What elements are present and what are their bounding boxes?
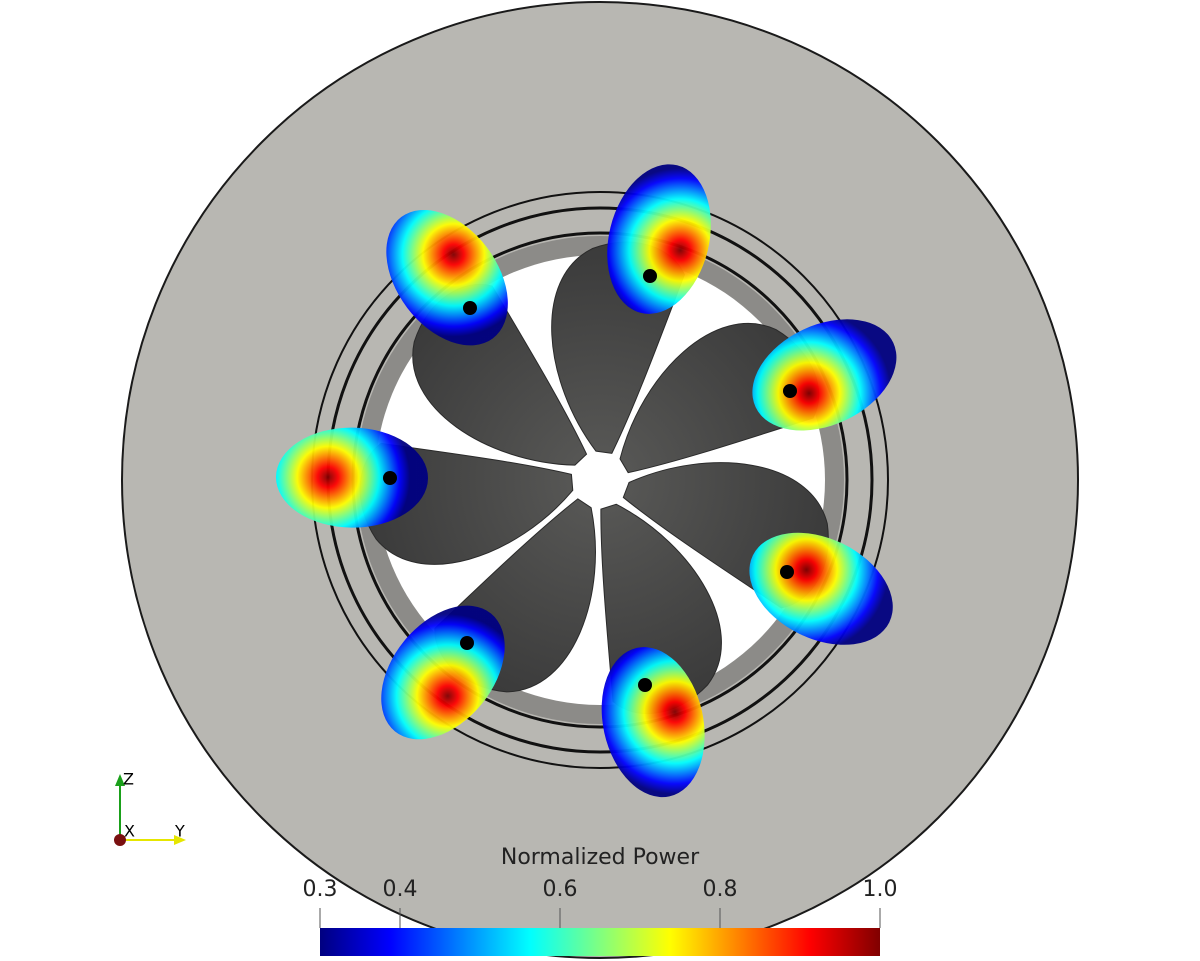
triad-x-label: X	[124, 822, 135, 841]
colorbar-tick-label: 0.6	[543, 877, 578, 902]
colorbar-tick-label: 0.8	[703, 877, 738, 902]
axes-triad: Z X Y	[114, 770, 186, 846]
power-lobes	[276, 164, 897, 798]
colorbar-tick-label: 0.4	[383, 877, 418, 902]
colorbar-tick-label: 1.0	[863, 877, 898, 902]
power-lobe	[601, 647, 705, 798]
power-lobe	[752, 319, 897, 431]
triad-z-label: Z	[123, 770, 134, 789]
source-point	[460, 636, 474, 650]
source-point	[780, 565, 794, 579]
colorbar-ticks: 0.3 0.4 0.6 0.8 1.0	[303, 877, 898, 928]
power-lobe	[276, 427, 428, 528]
power-lobe	[749, 532, 893, 645]
source-point	[463, 301, 477, 315]
colorbar-title: Normalized Power	[501, 845, 700, 870]
power-lobe	[386, 209, 508, 346]
source-point	[643, 269, 657, 283]
source-point	[783, 384, 797, 398]
triad-y-label: Y	[174, 822, 185, 841]
power-lobe	[607, 164, 711, 314]
source-point	[383, 471, 397, 485]
colorbar-tick-label: 0.3	[303, 877, 338, 902]
source-point	[638, 678, 652, 692]
colorbar	[320, 928, 880, 956]
power-lobe	[381, 605, 505, 740]
